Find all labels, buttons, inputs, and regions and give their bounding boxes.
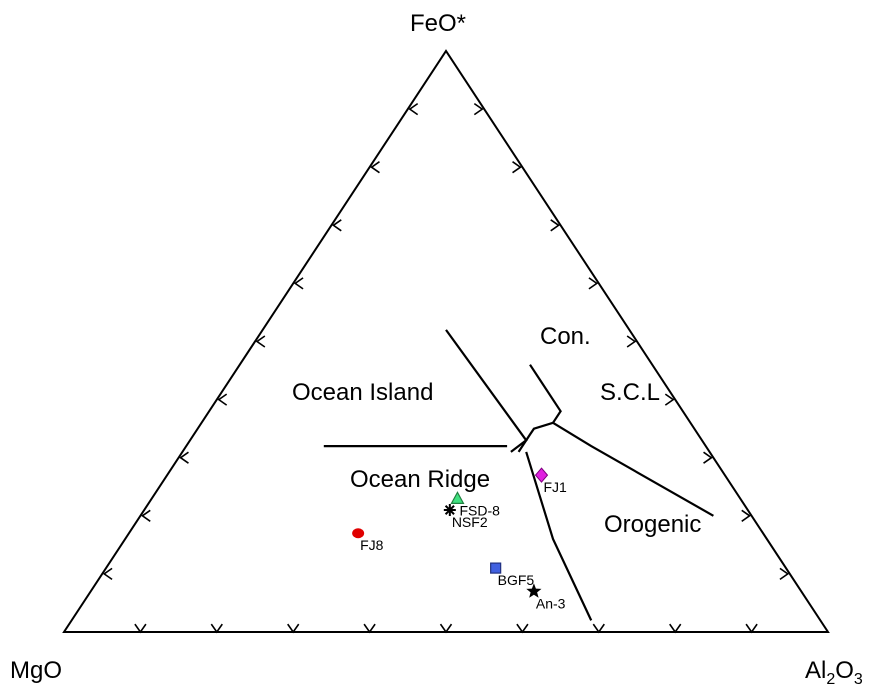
vertex-label-feo: FeO* [410,10,466,37]
sample-fsd-8: FSD-8 [450,491,500,518]
boundary-line-1 [445,329,528,453]
field-label-scl: S.C.L [600,379,660,406]
field-label-ocean-island: Ocean Island [292,379,433,406]
sample-label: FJ8 [360,537,384,553]
tick-right-9 [779,567,790,581]
sample-marker-circle [352,528,365,539]
field-label-orogenic: Orogenic [604,511,701,538]
tick-left-5 [255,335,266,348]
tick-left-6 [293,277,304,290]
tick-right-5 [626,335,637,348]
field-label-ocean-ridge: Ocean Ridge [350,466,490,493]
triangle-frame [62,49,830,633]
sample-fj1: FJ1 [534,467,568,495]
sample-label: FSD-8 [459,502,500,518]
tick-right-2 [512,161,522,174]
field-label-con: Con. [540,323,591,350]
tick-bottom-4 [363,623,376,634]
tick-left-9 [408,102,419,116]
sample-marker-diamond [534,467,549,483]
sample-marker-square [490,562,502,574]
sample-an-3: An-3 [526,583,566,611]
tick-bottom-7 [592,623,605,634]
tick-bottom-8 [669,623,682,634]
sample-marker-triangle [450,491,465,504]
tick-left-3 [179,451,189,464]
tick-left-1 [102,567,113,581]
boundary-line-4 [529,364,562,424]
tick-left-4 [217,393,228,406]
sample-marker-star [526,583,542,598]
tick-left-2 [141,509,151,522]
vertex-label-mgo: MgO [10,657,62,684]
tick-left-8 [370,161,380,174]
tick-bottom-5 [439,623,453,634]
tick-right-4 [588,277,599,290]
sample-bgf5: BGF5 [490,562,535,588]
tick-left-7 [332,219,342,232]
boundary-line-3 [517,421,554,453]
tick-right-3 [550,219,560,232]
sample-fj8: FJ8 [352,528,384,553]
tick-bottom-2 [210,623,223,634]
boundary-line-2 [525,451,593,621]
sample-label: BGF5 [498,572,535,588]
tick-right-8 [741,509,751,522]
field-boundaries [323,329,714,621]
sample-label: FJ1 [544,479,568,495]
sample-label: NSF2 [452,514,488,530]
tick-bottom-3 [287,623,300,634]
boundary-line-5 [552,421,714,517]
sample-marker-asterisk [443,503,456,516]
tick-right-1 [473,102,484,116]
sample-label: An-3 [536,595,566,611]
tick-right-6 [664,393,675,406]
triangle-outline [62,49,830,633]
tick-bottom-6 [516,623,529,634]
tick-bottom-1 [134,623,147,634]
tick-right-7 [703,451,713,464]
tick-marks [102,102,790,634]
tick-bottom-9 [745,623,758,634]
sample-nsf2: NSF2 [443,503,488,530]
vertex-label-al2o3: Al2O3 [805,657,863,688]
